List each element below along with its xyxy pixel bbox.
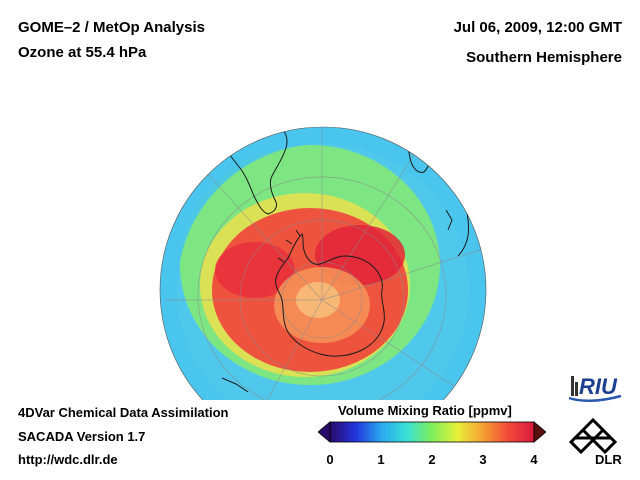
footer-line2: SACADA Version 1.7 [18,429,146,444]
riu-logo-text: RIU [579,374,618,399]
colorbar-title: Volume Mixing Ratio [ppmv] [338,403,512,418]
date-label: Jul 06, 2009, 12:00 GMT [453,19,622,36]
colorbar-max-arrow [533,421,546,443]
colorbar-tick-1: 1 [377,452,385,467]
colorbar-tick-2: 2 [428,452,436,467]
title-line2: Ozone at 55.4 hPa [18,44,147,61]
ozone-field-peak-west [215,242,295,298]
globe-outline [159,126,487,400]
colorbar-tick-0: 0 [326,452,334,467]
logos: RIU DLR [568,374,622,467]
region-label: Southern Hemisphere [466,49,622,66]
dlr-logo-text: DLR [595,452,622,467]
graticule [165,127,481,400]
title-line1: GOME–2 / MetOp Analysis [18,19,205,36]
colorbar-tick-3: 3 [479,452,487,467]
dlr-logo: DLR [568,417,622,467]
colorbar [318,421,546,443]
colorbar-gradient [329,421,535,443]
colorbar-tick-4: 4 [530,452,538,467]
colorbar-min-arrow [318,421,331,443]
riu-logo: RIU [568,374,622,402]
ozone-globe-map [159,126,487,400]
footer-line1: 4DVar Chemical Data Assimilation [18,405,229,420]
footer-url[interactable]: http://wdc.dlr.de [18,452,118,467]
